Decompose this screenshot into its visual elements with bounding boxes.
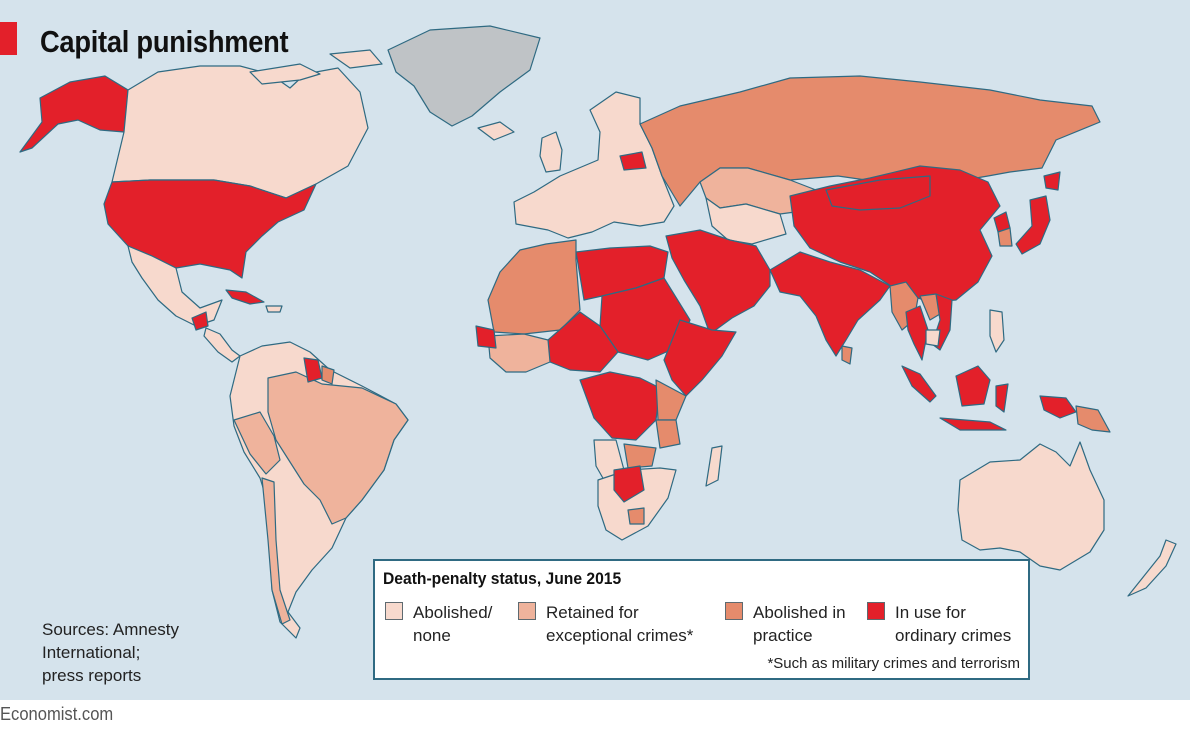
region-madagascar [705,445,723,487]
region-caribbean [265,305,283,313]
region-canada-arctic [249,63,321,85]
footer: Economist.com [0,700,1190,732]
region-indonesia-sumatra [901,365,937,403]
region-suriname [321,365,335,385]
region-west-africa [487,333,551,373]
sources-note: Sources: Amnesty International; press re… [42,618,242,687]
region-australia [957,441,1105,571]
region-central-asia [705,197,787,245]
brand-logo-text: Economist.com [0,704,114,724]
region-zambia [623,443,657,469]
region-congo [579,371,661,441]
region-alaska [19,75,129,153]
legend-swatch-exceptional [518,602,536,620]
legend-label-ordinary: In use for ordinary crimes [895,603,1012,645]
region-tanzania [655,419,681,449]
legend-swatch-practice [725,602,743,620]
region-central-america [203,327,241,363]
region-japan-north [1043,171,1061,191]
region-iceland [477,121,515,141]
region-indonesia-papua [1039,395,1077,419]
region-papua-new-guinea [1075,405,1111,433]
region-philippines [989,309,1005,353]
region-indonesia-sulawesi [995,383,1009,413]
region-united-kingdom [539,131,563,173]
region-guatemala [191,311,209,331]
legend-swatch-abolished [385,602,403,620]
region-india [769,251,891,357]
region-mongolia [825,175,931,211]
region-indonesia-java [939,417,1007,431]
legend-swatch-ordinary [867,602,885,620]
legend-title: Death-penalty status, June 2015 [383,569,622,588]
region-indonesia-borneo [955,365,991,407]
region-gambia [475,325,497,349]
region-cuba [225,289,265,305]
region-brazil [267,371,409,525]
title-accent-bar [0,22,17,55]
world-map [0,0,1190,700]
region-belarus [619,151,647,171]
region-sri-lanka [841,345,853,365]
region-canada-islands [329,49,383,69]
region-ethiopia-somalia [663,319,737,397]
map-svg [19,25,1177,639]
region-nigeria-chad [547,311,619,373]
legend-label-abolished: Abolished/none [413,603,493,645]
sources-line-3: press reports [42,666,142,685]
page-title: Capital punishment [40,24,289,59]
region-japan [1015,195,1051,255]
region-thailand [905,305,929,361]
legend-footnote: *Such as military crimes and terrorism [767,655,1020,672]
legend-label-exceptional: Retained for exceptional crimes* [546,603,694,645]
region-europe [513,91,675,239]
legend-label-practice: Abolished in practice [753,603,846,645]
region-canada [111,65,369,199]
region-north-africa [487,239,581,335]
sources-line-2: International; [42,643,141,662]
region-greenland [387,25,541,127]
region-botswana [613,465,645,503]
region-chile [261,477,291,625]
region-cambodia [925,329,941,347]
region-south-korea [997,227,1013,247]
sources-line-1: Sources: Amnesty [42,620,180,639]
legend-box: Death-penalty status, June 2015 Abolishe… [373,559,1030,680]
region-new-zealand [1127,539,1177,597]
region-mexico [127,245,223,327]
region-zimbabwe [627,507,645,525]
region-peru [233,411,281,475]
region-middle-east [665,229,771,335]
